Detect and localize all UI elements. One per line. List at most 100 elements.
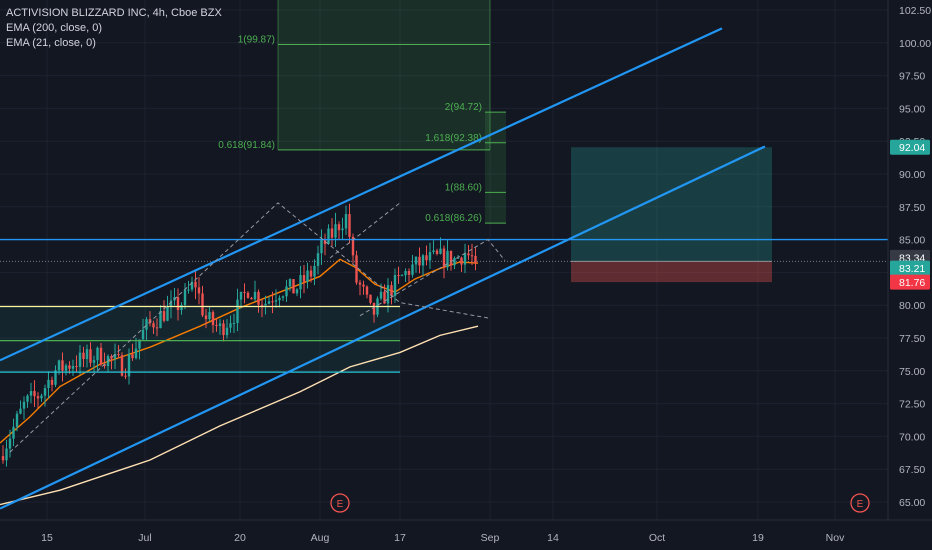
candle-body — [257, 291, 260, 305]
candle-body — [400, 275, 404, 277]
loss-zone — [571, 261, 772, 283]
candle-body — [411, 264, 414, 275]
candle-body — [243, 291, 246, 293]
ema21-legend[interactable]: EMA (21, close, 0) — [6, 37, 96, 49]
candle-body — [22, 401, 26, 409]
candle-body — [99, 347, 103, 365]
candle-body — [365, 286, 369, 295]
candle-body — [414, 256, 418, 265]
candle-body — [327, 228, 330, 244]
chart-legend: ACTIVISION BLIZZARD INC, 4h, Cboe BZX EM… — [6, 6, 222, 51]
candle-body — [194, 281, 197, 288]
candle-body — [75, 366, 78, 368]
candle-body — [362, 284, 365, 287]
candle-body — [348, 214, 351, 237]
candle-body — [127, 354, 131, 377]
price-axis[interactable]: 65.0067.5070.0072.5075.0077.5080.0082.50… — [887, 0, 932, 550]
ema200-line — [0, 325, 479, 506]
candle-body — [43, 388, 47, 396]
candle-body — [264, 303, 267, 306]
candle-body — [12, 426, 15, 439]
candle-body — [236, 299, 239, 324]
candle-body — [372, 302, 376, 315]
fib-extension: 1(99.87) 2(94.72) 1.618(92.38) 0.618(91.84)… — [218, 0, 506, 224]
candle-body — [19, 408, 22, 414]
time-tick-label: Sep — [481, 532, 500, 544]
candle-body — [260, 304, 264, 306]
candle-body — [89, 349, 92, 363]
price-tick-label: 85.00 — [899, 235, 925, 247]
candle-body — [334, 224, 337, 238]
candle-body — [211, 312, 215, 326]
price-tick-label: 100.00 — [899, 38, 931, 50]
candle-body — [8, 438, 12, 449]
candle-body — [316, 253, 320, 266]
fib-level-label: 0.618(91.84) — [218, 140, 275, 151]
candle-body — [159, 311, 162, 328]
candle-body — [1, 456, 5, 461]
candle-body — [470, 255, 474, 257]
candle-body — [435, 250, 439, 254]
candle-body — [274, 300, 278, 302]
price-tick-label: 65.00 — [899, 497, 925, 509]
candle-body — [460, 257, 463, 265]
candle-body — [330, 228, 334, 238]
candle-body — [397, 275, 400, 277]
candle-body — [351, 236, 355, 256]
candle-body — [393, 275, 397, 296]
candle-body — [229, 323, 232, 328]
time-tick-label: 17 — [394, 532, 406, 544]
candle-body — [341, 228, 344, 231]
candle-body — [295, 289, 299, 294]
candle-body — [358, 282, 362, 285]
candle-body — [78, 352, 82, 367]
earnings-marker-label: E — [857, 499, 864, 510]
price-tick-label: 97.50 — [899, 71, 925, 83]
candle-body — [439, 248, 442, 254]
candle-body — [320, 239, 323, 254]
price-tick-label: 80.00 — [899, 300, 925, 312]
fib-level-label: 1.618(92.38) — [425, 133, 482, 144]
ema200-path — [0, 325, 479, 506]
candle-body — [61, 360, 64, 371]
time-tick-label: 14 — [547, 532, 559, 544]
time-axis[interactable]: 15 Jul 20 Aug 17 Sep 14 Oct 19 Nov — [0, 519, 932, 550]
candle-body — [47, 379, 50, 389]
candle-body — [383, 291, 386, 304]
symbol-title[interactable]: ACTIVISION BLIZZARD INC, 4h, Cboe BZX — [6, 7, 222, 19]
candle-body — [5, 448, 8, 461]
candle-body — [239, 291, 243, 300]
candle-body — [253, 291, 257, 300]
candle-body — [148, 319, 152, 324]
candle-body — [124, 375, 127, 377]
candle-body — [33, 391, 36, 397]
fib-zone-upper — [278, 0, 490, 150]
drawings[interactable] — [0, 27, 888, 510]
candle-body — [337, 224, 341, 231]
candle-body — [141, 329, 145, 340]
candle-body — [278, 297, 281, 301]
candle-body — [169, 300, 173, 307]
candle-body — [15, 413, 19, 427]
candle-body — [309, 270, 313, 277]
candle-body — [215, 325, 218, 327]
profit-zone — [571, 147, 772, 262]
candle-body — [71, 366, 75, 369]
candle-body — [344, 214, 348, 229]
dashed-projection — [9, 202, 491, 453]
earnings-marker-icon — [330, 493, 350, 513]
ema200-legend[interactable]: EMA (200, close, 0) — [6, 22, 102, 34]
channel-lower-line — [0, 145, 766, 510]
candle-body — [204, 315, 208, 320]
time-tick-label: 20 — [234, 532, 246, 544]
candle-body — [404, 271, 407, 276]
zones — [0, 147, 888, 373]
fib-level-label: 1(88.60) — [445, 182, 482, 193]
candle-body — [64, 365, 68, 371]
earnings-marker-icon — [850, 493, 870, 513]
candle-body — [302, 275, 306, 282]
candle-body — [267, 301, 271, 304]
candle-body — [166, 306, 169, 321]
